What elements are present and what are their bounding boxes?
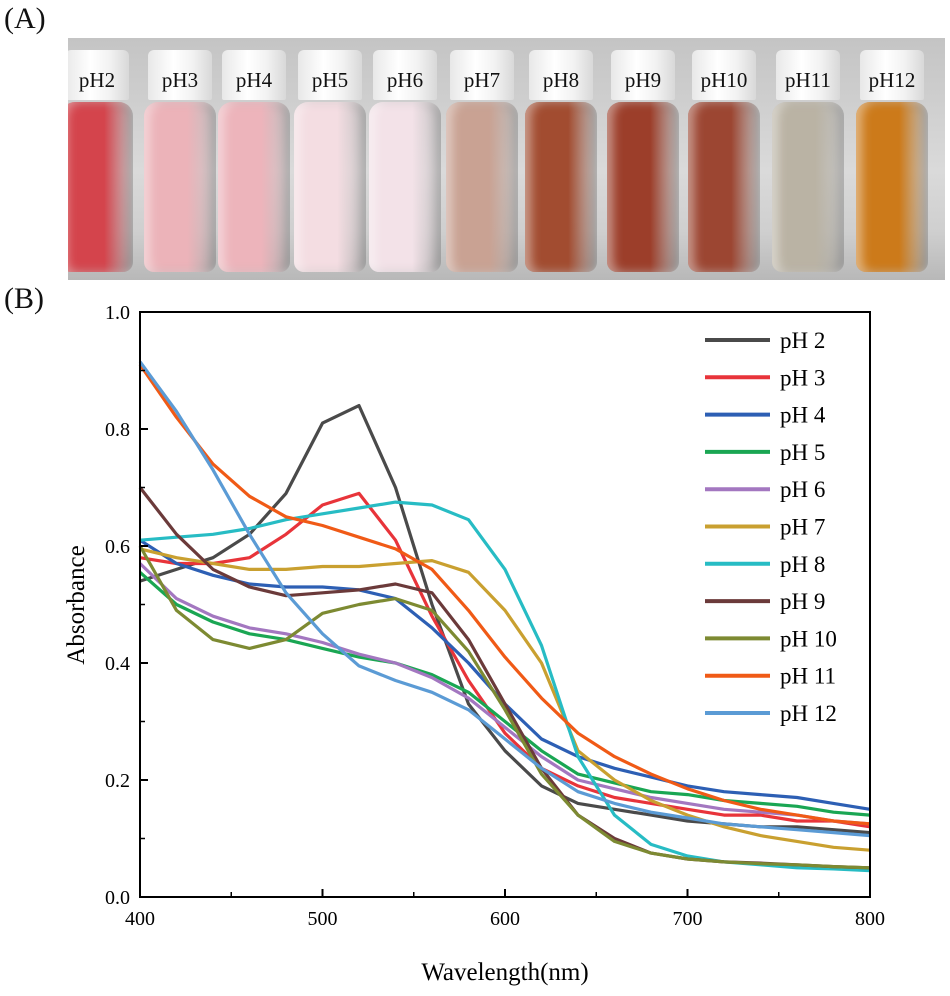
series-line-ph11 [138, 363, 871, 826]
vial: pH8 [525, 50, 597, 276]
vial-label: pH11 [785, 68, 831, 92]
vial-cap: pH9 [611, 50, 675, 100]
y-tick-label: 0.8 [105, 419, 130, 441]
vial: pH2 [68, 50, 133, 276]
series-line-ph2 [139, 404, 871, 835]
legend-label: pH 7 [780, 515, 825, 540]
vial-liquid [688, 102, 760, 272]
legend-label: pH 8 [780, 552, 825, 577]
panel-b-label: (B) [4, 282, 44, 315]
vial-liquid [294, 102, 366, 272]
vial: pH12 [856, 50, 928, 276]
vial: pH6 [369, 50, 441, 276]
series-line-ph5 [138, 571, 871, 817]
vial-cap: pH7 [450, 50, 514, 100]
vial: pH11 [772, 50, 844, 276]
vial-label: pH12 [868, 68, 916, 92]
vial: pH9 [607, 50, 679, 276]
series-line-ph3 [139, 491, 871, 829]
y-tick-label: 0.4 [105, 653, 130, 675]
vial: pH10 [688, 50, 760, 276]
vial-cap: pH2 [68, 50, 129, 100]
vial-label: pH9 [624, 68, 662, 92]
vial-liquid [446, 102, 518, 272]
vial-cap: pH10 [692, 50, 756, 100]
legend-label: pH 12 [780, 701, 837, 726]
legend-label: pH 2 [780, 328, 825, 353]
x-tick-label: 500 [308, 908, 338, 930]
vial: pH3 [144, 50, 216, 276]
y-tick-label: 0.6 [105, 536, 130, 558]
vial-label: pH4 [235, 68, 273, 92]
x-tick-label: 700 [673, 908, 703, 930]
legend-label: pH 9 [780, 589, 825, 614]
x-tick-label: 600 [490, 908, 520, 930]
series-line-ph7 [139, 547, 871, 852]
legend-label: pH 10 [780, 626, 837, 651]
vial-liquid [856, 102, 928, 272]
y-tick-label: 1.0 [105, 302, 130, 324]
vial-liquid [369, 102, 441, 272]
legend-label: pH 6 [780, 477, 825, 502]
vial-label: pH2 [78, 68, 116, 92]
vial-liquid [772, 102, 844, 272]
vial: pH5 [294, 50, 366, 276]
x-tick-label: 400 [125, 908, 155, 930]
x-tick-label: 800 [855, 908, 885, 930]
vial-cap: pH4 [222, 50, 286, 100]
vial-cap: pH11 [776, 50, 840, 100]
legend-label: pH 3 [780, 365, 825, 390]
series-line-ph10 [138, 545, 871, 870]
vial-cap: pH3 [148, 50, 212, 100]
vial-label: pH8 [542, 68, 580, 92]
y-tick-label: 0.2 [105, 770, 130, 792]
series-line-ph12 [138, 360, 871, 838]
legend-label: pH 5 [780, 440, 825, 465]
vial-label: pH7 [463, 68, 501, 92]
vial-cap: pH8 [529, 50, 593, 100]
vial-liquid [607, 102, 679, 272]
legend-label: pH 4 [780, 403, 826, 428]
vial: pH4 [218, 50, 290, 276]
vial: pH7 [446, 50, 518, 276]
vial-cap: pH6 [373, 50, 437, 100]
legend-label: pH 11 [780, 664, 836, 689]
vial-label: pH3 [161, 68, 199, 92]
y-axis-label: Absorbance [63, 545, 90, 664]
vial-liquid [525, 102, 597, 272]
vial-label: pH10 [700, 68, 748, 92]
vials-photo: pH2 pH3 pH4 pH5 pH6 pH7 pH8 pH9 pH10 pH11 pH12 [68, 38, 945, 280]
vial-liquid [218, 102, 290, 272]
y-tick-label: 0.0 [105, 887, 130, 909]
vial-cap: pH12 [860, 50, 924, 100]
series-line-ph6 [138, 562, 871, 826]
vial-label: pH6 [386, 68, 424, 92]
vial-label: pH5 [311, 68, 349, 92]
x-axis-label: Wavelength(nm) [421, 959, 588, 986]
vial-liquid [68, 102, 133, 272]
vial-cap: pH5 [298, 50, 362, 100]
vial-liquid [144, 102, 216, 272]
panel-a-label: (A) [4, 2, 46, 35]
